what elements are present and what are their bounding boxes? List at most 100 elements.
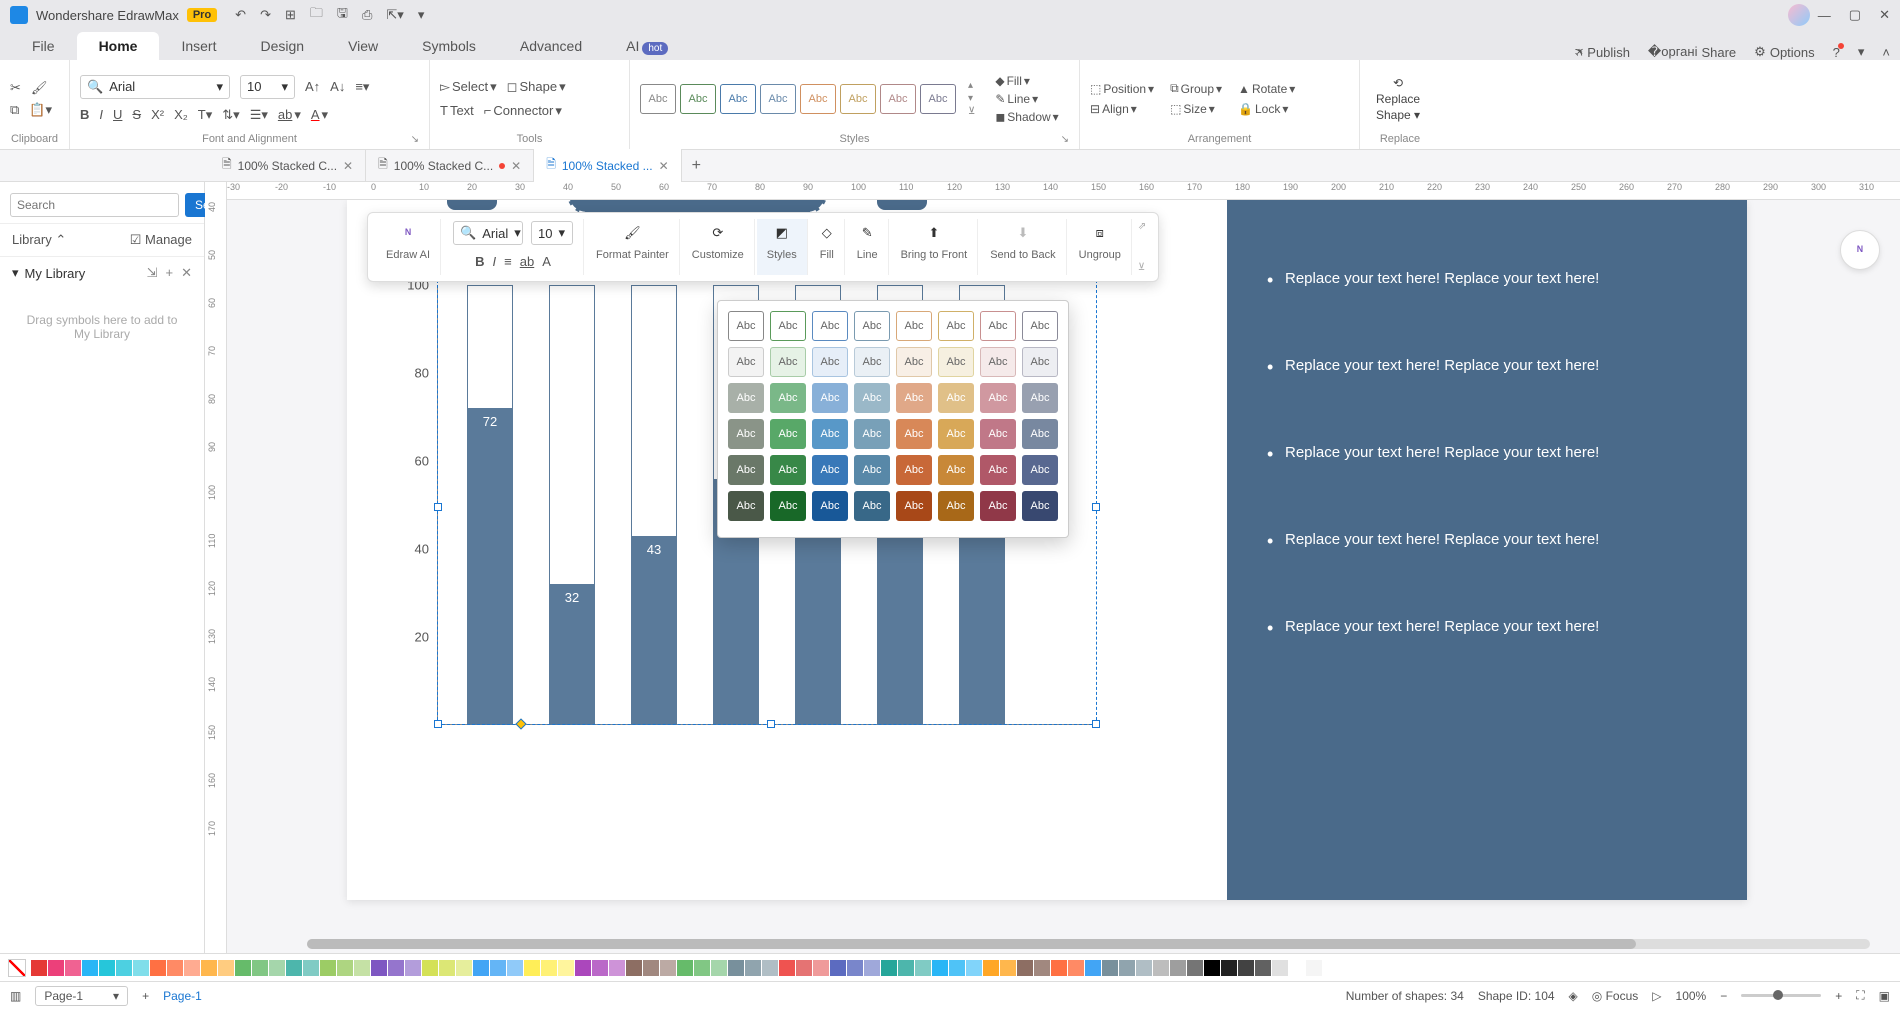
color-swatch[interactable]: [456, 960, 472, 976]
style-preset[interactable]: Abc: [880, 84, 916, 114]
color-swatch[interactable]: [728, 960, 744, 976]
bullet-item[interactable]: Replace your text here! Replace your tex…: [1267, 444, 1707, 461]
color-swatch[interactable]: [439, 960, 455, 976]
style-swatch[interactable]: Abc: [812, 383, 848, 413]
style-swatch[interactable]: Abc: [896, 383, 932, 413]
style-swatch[interactable]: Abc: [1022, 455, 1058, 485]
style-swatch[interactable]: Abc: [812, 311, 848, 341]
ctx-italic-icon[interactable]: I: [493, 254, 497, 269]
paste-icon[interactable]: 📋▾: [29, 102, 52, 118]
style-swatch[interactable]: Abc: [770, 347, 806, 377]
color-swatch[interactable]: [354, 960, 370, 976]
bullets-icon[interactable]: ☰▾: [250, 107, 268, 123]
color-swatch[interactable]: [626, 960, 642, 976]
style-swatch[interactable]: Abc: [938, 491, 974, 521]
style-preset[interactable]: Abc: [640, 84, 676, 114]
ctx-align-icon[interactable]: ≡: [504, 254, 512, 269]
fullscreen-icon[interactable]: ▣: [1879, 989, 1890, 1003]
add-tab-button[interactable]: +: [682, 151, 711, 181]
save-icon[interactable]: 🖫: [337, 4, 348, 26]
color-swatch[interactable]: [473, 960, 489, 976]
tab-close-icon[interactable]: ✕: [511, 159, 521, 173]
style-swatch[interactable]: Abc: [812, 419, 848, 449]
style-swatch[interactable]: Abc: [980, 383, 1016, 413]
style-swatch[interactable]: Abc: [896, 491, 932, 521]
color-swatch[interactable]: [490, 960, 506, 976]
styles-launcher-icon[interactable]: ↘: [1061, 134, 1069, 145]
style-swatch[interactable]: Abc: [896, 347, 932, 377]
grow-font-icon[interactable]: A↑: [305, 79, 320, 94]
shape-tool[interactable]: ◻ Shape ▾: [507, 79, 566, 95]
color-swatch[interactable]: [303, 960, 319, 976]
bullet-item[interactable]: Replace your text here! Replace your tex…: [1267, 357, 1707, 374]
ctx-highlight-icon[interactable]: ab: [520, 254, 534, 269]
style-swatch[interactable]: Abc: [980, 491, 1016, 521]
rotate-button[interactable]: ▲ Rotate▾: [1238, 81, 1295, 96]
redo-icon[interactable]: ↷: [260, 4, 271, 26]
style-swatch[interactable]: Abc: [980, 347, 1016, 377]
style-swatch[interactable]: Abc: [938, 311, 974, 341]
presentation-icon[interactable]: ▷: [1652, 989, 1661, 1003]
color-swatch[interactable]: [150, 960, 166, 976]
tab-close-icon[interactable]: ✕: [343, 159, 353, 173]
style-swatch[interactable]: Abc: [770, 419, 806, 449]
color-swatch[interactable]: [201, 960, 217, 976]
color-swatch[interactable]: [48, 960, 64, 976]
color-swatch[interactable]: [388, 960, 404, 976]
bullet-item[interactable]: Replace your text here! Replace your tex…: [1267, 618, 1707, 635]
color-swatch[interactable]: [643, 960, 659, 976]
qat-more-icon[interactable]: ▾: [418, 4, 425, 26]
style-more-icon[interactable]: ⊻: [968, 106, 975, 117]
position-button[interactable]: ⬚ Position▾: [1090, 81, 1154, 96]
ctx-more-icon[interactable]: ⊻: [1138, 262, 1146, 273]
add-page-icon[interactable]: +: [142, 989, 149, 1003]
style-swatch[interactable]: Abc: [1022, 383, 1058, 413]
color-swatch[interactable]: [99, 960, 115, 976]
menu-tab-symbols[interactable]: Symbols: [400, 32, 498, 60]
fill-button[interactable]: ◆ Fill ▾: [995, 74, 1058, 88]
color-swatch[interactable]: [711, 960, 727, 976]
style-swatch[interactable]: Abc: [812, 455, 848, 485]
style-swatch[interactable]: Abc: [728, 419, 764, 449]
color-swatch[interactable]: [932, 960, 948, 976]
bar[interactable]: 72: [467, 408, 513, 725]
color-swatch[interactable]: [677, 960, 693, 976]
style-swatch[interactable]: Abc: [770, 491, 806, 521]
color-swatch[interactable]: [235, 960, 251, 976]
text-tool[interactable]: T Text: [440, 103, 474, 118]
focus-button[interactable]: ◎ Focus: [1592, 989, 1639, 1003]
format-painter-button[interactable]: 🖌Format Painter: [586, 219, 680, 275]
color-swatch[interactable]: [1272, 960, 1288, 976]
style-swatch[interactable]: Abc: [728, 383, 764, 413]
zoom-in-icon[interactable]: +: [1835, 989, 1842, 1003]
style-swatch[interactable]: Abc: [938, 383, 974, 413]
subscript-icon[interactable]: X₂: [174, 107, 188, 122]
color-swatch[interactable]: [1136, 960, 1152, 976]
mylib-add-icon[interactable]: +: [166, 265, 174, 281]
open-icon[interactable]: 🗀: [310, 4, 323, 26]
style-swatch[interactable]: Abc: [1022, 419, 1058, 449]
color-swatch[interactable]: [184, 960, 200, 976]
color-swatch[interactable]: [1085, 960, 1101, 976]
collapse-ribbon-icon[interactable]: ˄: [1882, 45, 1890, 60]
menu-tab-advanced[interactable]: Advanced: [498, 32, 604, 60]
bar-remainder[interactable]: [549, 285, 595, 584]
style-swatch[interactable]: Abc: [728, 491, 764, 521]
color-swatch[interactable]: [779, 960, 795, 976]
color-swatch[interactable]: [1119, 960, 1135, 976]
zoom-out-icon[interactable]: −: [1720, 989, 1727, 1003]
font-launcher-icon[interactable]: ↘: [411, 134, 419, 145]
style-swatch[interactable]: Abc: [728, 455, 764, 485]
mylib-dropzone[interactable]: Drag symbols here to add to My Library: [10, 299, 194, 379]
style-swatch[interactable]: Abc: [854, 419, 890, 449]
color-swatch[interactable]: [371, 960, 387, 976]
color-swatch[interactable]: [898, 960, 914, 976]
ctx-font-select[interactable]: 🔍Arial▾: [453, 221, 523, 245]
bold-icon[interactable]: B: [80, 107, 89, 122]
align-button[interactable]: ⊟ Align▾: [1090, 102, 1154, 116]
style-swatch[interactable]: Abc: [938, 347, 974, 377]
maximize-icon[interactable]: ▢: [1849, 7, 1861, 23]
style-swatch[interactable]: Abc: [896, 455, 932, 485]
color-swatch[interactable]: [286, 960, 302, 976]
symbol-search-input[interactable]: [10, 193, 179, 217]
